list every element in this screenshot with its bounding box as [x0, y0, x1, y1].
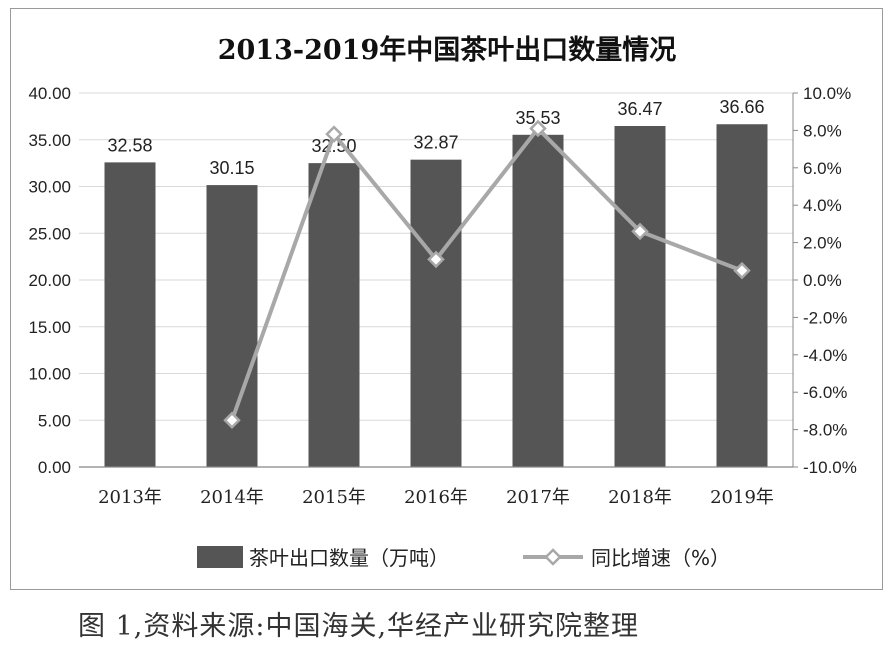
- bar-data-label: 30.15: [209, 158, 254, 178]
- right-y-tick-label: -4.0%: [803, 346, 847, 365]
- right-y-axis: -10.0% -8.0% -6.0% -4.0% -2.0% 0.0% 2.0% 4.0% 6.…: [792, 84, 857, 477]
- right-y-tick-label: 2.0%: [803, 234, 842, 253]
- figure-caption: 图 1,资料来源:中国海关,华经产业研究院整理: [78, 611, 640, 642]
- growth-point: [427, 250, 445, 269]
- x-tick-label: 2014年: [200, 487, 264, 508]
- bar: [104, 162, 156, 467]
- left-y-tick-label: 40.00: [28, 84, 71, 103]
- chart-frame: 2013-2019年中国茶叶出口数量情况 32.58 30.15 32.50 32.8…: [10, 8, 883, 590]
- left-y-tick-label: 5.00: [38, 411, 71, 430]
- bar-data-label: 32.58: [107, 135, 152, 155]
- right-y-tick-label: -6.0%: [803, 383, 847, 402]
- legend-swatch-marker: [544, 548, 562, 566]
- bar-series: [104, 124, 768, 468]
- bar-data-label: 36.66: [719, 97, 764, 117]
- right-y-tick-label: 6.0%: [803, 159, 842, 178]
- left-y-axis: 0.00 5.00 10.00 15.00 20.00 25.00 30.00 35.00 40…: [28, 84, 71, 477]
- bar: [614, 126, 666, 468]
- legend: 茶叶出口数量（万吨） 同比增速（%）: [197, 546, 730, 570]
- x-tick-label: 2017年: [506, 487, 570, 508]
- bar-data-label: 36.47: [617, 99, 662, 119]
- x-tick-label: 2016年: [404, 487, 468, 508]
- bar-data-label: 35.53: [515, 108, 560, 128]
- x-axis: 2013年 2014年 2015年 2016年 2017年 2018年 2019年: [79, 466, 793, 508]
- right-y-tick-label: 10.0%: [803, 84, 851, 103]
- legend-swatch-bar: [197, 546, 243, 568]
- x-tick-label: 2019年: [710, 487, 774, 508]
- left-y-tick-label: 20.00: [28, 271, 71, 290]
- growth-point: [529, 119, 547, 138]
- growth-point: [223, 411, 241, 430]
- right-y-tick-label: 8.0%: [803, 121, 842, 140]
- right-y-tick-label: -2.0%: [803, 308, 847, 327]
- left-y-tick-label: 35.00: [28, 131, 71, 150]
- left-y-tick-label: 10.00: [28, 365, 71, 384]
- left-y-tick-label: 25.00: [28, 224, 71, 243]
- growth-point: [733, 261, 751, 280]
- bar: [308, 163, 360, 467]
- x-tick-label: 2018年: [608, 487, 672, 508]
- left-y-tick-label: 0.00: [38, 458, 71, 477]
- bar-data-label: 32.87: [413, 133, 458, 153]
- legend-label-bar: 茶叶出口数量（万吨）: [249, 546, 449, 570]
- growth-line: [230, 126, 743, 421]
- chart-title: 2013-2019年中国茶叶出口数量情况: [218, 34, 677, 66]
- legend-label-line: 同比增速（%）: [591, 546, 730, 570]
- growth-point: [325, 125, 343, 143]
- bar: [716, 124, 768, 467]
- left-y-tick-label: 15.00: [28, 318, 71, 337]
- growth-point: [631, 222, 649, 241]
- right-y-tick-label: 4.0%: [803, 196, 842, 215]
- right-y-tick-label: -8.0%: [803, 421, 847, 440]
- x-tick-label: 2015年: [302, 487, 366, 508]
- x-tick-label: 2013年: [98, 487, 162, 508]
- growth-line-series: [223, 119, 751, 430]
- right-y-tick-label: -10.0%: [803, 458, 857, 477]
- bar: [512, 134, 564, 467]
- bar: [410, 159, 462, 467]
- right-y-tick-label: 0.0%: [803, 271, 842, 290]
- left-y-tick-label: 30.00: [28, 178, 71, 197]
